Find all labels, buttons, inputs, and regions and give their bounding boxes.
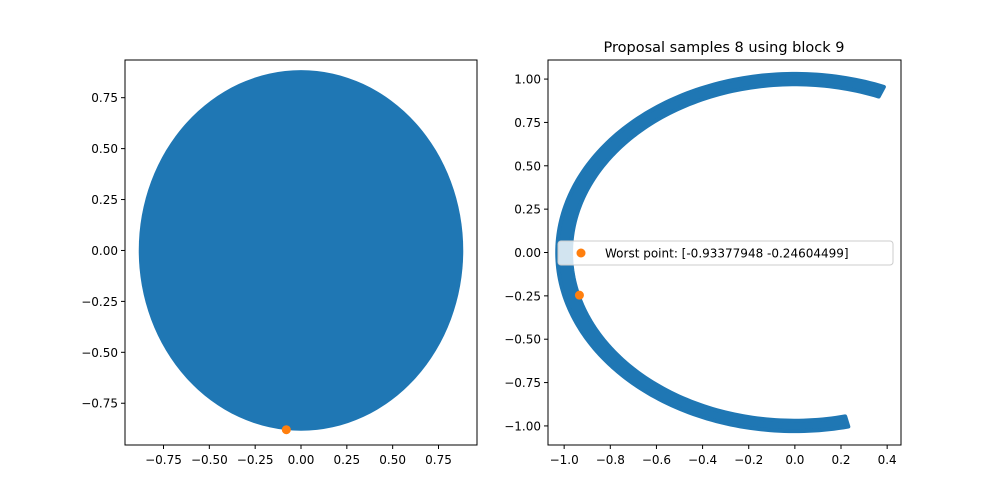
right-y-axis: −1.00 −0.75 −0.50 −0.25 0.00 0.25 0.50 0.75 1.00 <box>504 73 548 433</box>
right-chart-title: Proposal samples 8 using block 9 <box>604 40 845 56</box>
left-y-tick-label: 0.75 <box>91 91 118 105</box>
left-x-tick-label: −0.50 <box>191 453 228 467</box>
left-x-tick-label: −0.25 <box>237 453 274 467</box>
left-x-tick-label: 0.25 <box>333 453 360 467</box>
legend-entry-worst-point: Worst point: [-0.93377948 -0.24604499] <box>605 247 849 261</box>
left-worst-point <box>281 425 291 435</box>
left-y-tick-label: −0.50 <box>81 346 118 360</box>
left-x-tick-label: 0.00 <box>288 453 315 467</box>
left-x-axis: −0.75 −0.50 −0.25 0.00 0.25 0.50 0.75 <box>145 445 452 467</box>
left-y-tick-label: −0.25 <box>81 295 118 309</box>
right-plot-marks <box>555 71 886 434</box>
right-arc-samples <box>555 71 886 434</box>
left-subplot: −0.75 −0.50 −0.25 0.00 0.25 0.50 0.75 −0.75−0.… <box>81 59 478 467</box>
left-y-tick-label: 0.00 <box>91 244 118 258</box>
left-y-axis: −0.75 −0.50 −0.25 0.00 0.25 0.50 0.75 <box>81 91 125 411</box>
right-y-tick-label: 1.00 <box>514 73 541 87</box>
right-y-tick-label: −1.00 <box>504 419 541 433</box>
left-disk-samples <box>138 70 464 431</box>
left-y-tick-label: 0.25 <box>91 193 118 207</box>
left-y-tick-label: 0.50 <box>91 142 118 156</box>
legend-box <box>557 240 894 266</box>
right-y-tick-label: −0.25 <box>504 289 541 303</box>
right-y-tick-label: −0.50 <box>504 333 541 347</box>
left-plot-marks <box>138 70 464 435</box>
right-y-tick-label: 0.00 <box>514 246 541 260</box>
right-x-tick-label: −0.2 <box>734 453 763 467</box>
right-x-tick-label: 0.2 <box>831 453 850 467</box>
right-x-tick-label: 0.4 <box>878 453 897 467</box>
right-x-axis: −1.0 −0.8 −0.6 −0.4 −0.2 0.0 0.2 0.4 <box>550 445 897 467</box>
left-x-tick-label: −0.75 <box>145 453 182 467</box>
legend-marker <box>576 248 586 258</box>
right-x-tick-label: −0.6 <box>642 453 671 467</box>
right-y-tick-label: 0.75 <box>514 116 541 130</box>
legend: Worst point: [-0.93377948 -0.24604499] <box>557 240 894 266</box>
right-worst-point <box>574 290 584 300</box>
right-x-tick-label: −0.4 <box>688 453 717 467</box>
left-y-tick-label: −0.75 <box>81 397 118 411</box>
left-x-tick-label: 0.75 <box>425 453 452 467</box>
left-x-tick-label: 0.50 <box>379 453 406 467</box>
right-x-tick-label: 0.0 <box>785 453 804 467</box>
right-y-tick-label: 0.50 <box>514 159 541 173</box>
right-x-tick-label: −0.8 <box>596 453 625 467</box>
right-y-tick-label: 0.25 <box>514 203 541 217</box>
right-subplot: Proposal samples 8 using block 9 −1.0 −0.… <box>504 40 902 467</box>
right-y-tick-label: −0.75 <box>504 376 541 390</box>
right-x-tick-label: −1.0 <box>550 453 579 467</box>
